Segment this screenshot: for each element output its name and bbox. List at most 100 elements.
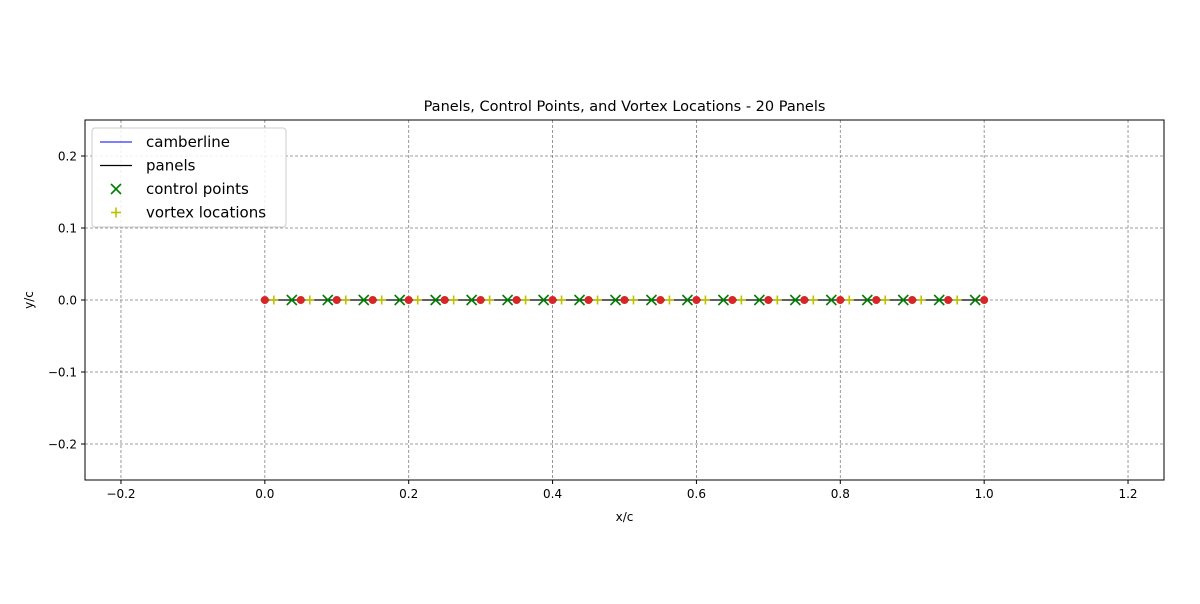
x-marker-stroke (897, 294, 909, 306)
x-marker-stroke (969, 294, 981, 306)
vortex-location (664, 295, 674, 305)
control-point (933, 294, 945, 306)
x-tick-label: 0.4 (543, 487, 562, 501)
control-point (897, 294, 909, 306)
legend: camberline panels control points vortex loc… (91, 127, 287, 228)
panel-endpoint (908, 296, 917, 304)
x-marker-stroke (789, 294, 801, 306)
panel-endpoint (332, 296, 341, 304)
control-point (286, 294, 298, 306)
panel-endpoint (764, 296, 773, 304)
panel-endpoint (836, 296, 845, 304)
vortex-location (808, 295, 818, 305)
x-marker-stroke (286, 294, 298, 306)
y-tick-label: −0.1 (48, 366, 77, 380)
control-point (789, 294, 801, 306)
vortex-location (700, 295, 710, 305)
y-tick-label: −0.2 (48, 438, 77, 452)
x-marker-stroke (573, 294, 586, 306)
plot-data (260, 294, 989, 306)
legend-label: camberline (146, 133, 230, 151)
legend-box (91, 127, 287, 228)
control-point (358, 294, 370, 306)
vortex-location (593, 295, 603, 305)
x-marker-stroke (861, 294, 873, 306)
control-point (969, 294, 981, 306)
control-point (322, 294, 334, 306)
panel-endpoint (476, 296, 485, 304)
legend-label: vortex locations (146, 204, 266, 222)
legend-label: control points (146, 180, 249, 198)
y-tick-label: 0.2 (58, 150, 77, 164)
x-tick-label: 1.2 (1118, 487, 1137, 501)
y-tick-label: 0.0 (58, 294, 77, 308)
x-marker-stroke (538, 294, 550, 306)
legend-handle-vortex-locations (111, 207, 121, 218)
x-marker-stroke (358, 294, 370, 306)
x-marker-stroke (825, 294, 837, 306)
vortex-location (521, 295, 531, 305)
control-point (861, 294, 873, 306)
x-tick-label: 0.6 (687, 487, 706, 501)
panel-endpoint (548, 296, 557, 304)
vortex-location (485, 295, 495, 305)
legend-handle-control-points (110, 183, 122, 195)
control-point (430, 294, 442, 306)
panel-endpoint (512, 296, 521, 304)
panel-endpoint (872, 296, 881, 304)
panel-endpoint (800, 296, 809, 304)
panel-endpoint (296, 296, 305, 304)
axis-ticks: −0.2 0.0 0.2 0.4 0.6 0.8 1.0 1.2 0.2 0.1 0.0 −0.1 −0… (48, 150, 1138, 502)
vortex-location (772, 295, 782, 305)
panel-endpoint (620, 296, 629, 304)
panel-endpoint (368, 296, 377, 304)
chart-title: Panels, Control Points, and Vortex Locat… (424, 99, 826, 115)
x-marker-stroke (322, 294, 334, 306)
x-marker-stroke (717, 294, 729, 306)
x-marker-stroke (430, 294, 442, 306)
vortex-location (736, 295, 746, 305)
panel-endpoint (728, 296, 737, 304)
x-axis-label: x/c (616, 510, 634, 524)
panel-endpoint (404, 296, 413, 304)
x-tick-label: 1.0 (975, 487, 994, 501)
x-marker-stroke (645, 294, 658, 306)
control-point (825, 294, 837, 306)
control-point (538, 294, 550, 306)
vortex-location (952, 295, 962, 305)
vortex-location (449, 295, 459, 305)
x-marker-stroke (110, 183, 122, 195)
control-point (645, 294, 658, 306)
panel-endpoint (656, 296, 665, 304)
y-axis-label: y/c (22, 291, 36, 309)
vortex-location (269, 295, 279, 305)
vortex-location (628, 295, 638, 305)
control-point (502, 294, 514, 306)
panel-endpoint (260, 296, 269, 304)
x-marker-stroke (609, 294, 622, 306)
vortex-location (377, 295, 387, 305)
x-marker-stroke (466, 294, 478, 306)
vortex-location (341, 295, 351, 305)
x-marker-stroke (933, 294, 945, 306)
vortex-location (557, 295, 567, 305)
control-point (466, 294, 478, 306)
control-point (394, 294, 406, 306)
x-tick-label: 0.2 (399, 487, 418, 501)
panel-endpoint (944, 296, 953, 304)
control-point (609, 294, 622, 306)
control-point (717, 294, 729, 306)
x-tick-label: −0.2 (106, 487, 135, 501)
panel-endpoint (584, 296, 593, 304)
x-tick-label: 0.0 (255, 487, 274, 501)
panel-endpoint (692, 296, 701, 304)
y-tick-label: 0.1 (58, 222, 77, 236)
panel-endpoint (440, 296, 449, 304)
vortex-location (413, 295, 423, 305)
control-point (753, 294, 765, 306)
x-marker-stroke (502, 294, 514, 306)
control-point (681, 294, 694, 306)
control-point (573, 294, 586, 306)
